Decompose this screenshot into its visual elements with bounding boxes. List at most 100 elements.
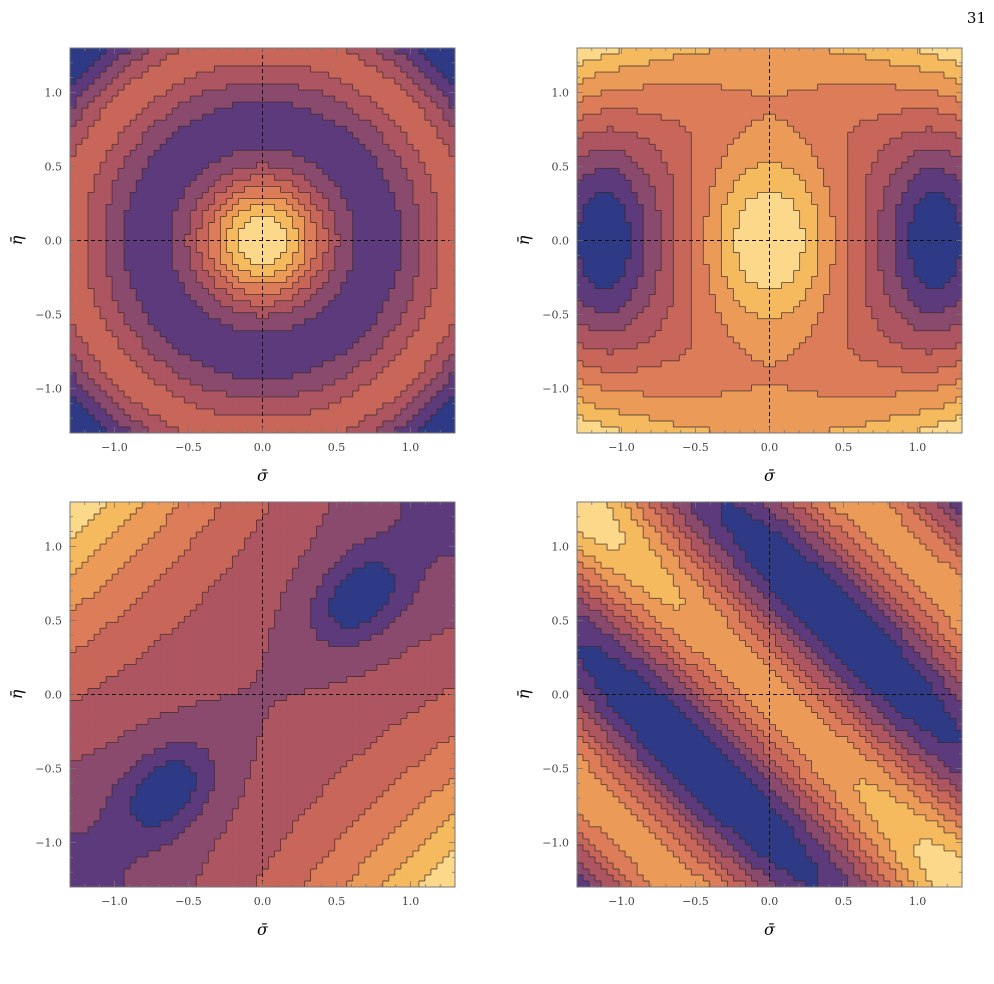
contour-cell bbox=[190, 337, 197, 344]
contour-cell bbox=[377, 222, 384, 229]
contour-cell bbox=[395, 102, 402, 109]
contour-cell bbox=[148, 174, 155, 181]
contour-cell bbox=[263, 72, 270, 79]
contour-cell bbox=[383, 192, 390, 199]
contour-cell bbox=[250, 108, 257, 115]
contour-cell bbox=[148, 421, 155, 428]
contour-cell bbox=[782, 72, 789, 79]
contour-cell bbox=[238, 168, 245, 175]
contour-cell bbox=[311, 90, 318, 97]
contour-cell bbox=[757, 102, 764, 109]
contour-cell bbox=[172, 415, 179, 422]
contour-cell bbox=[443, 84, 450, 91]
contour-cell bbox=[595, 84, 602, 91]
contour-cell bbox=[88, 102, 95, 109]
contour-cell bbox=[142, 138, 149, 145]
contour-cell bbox=[401, 325, 408, 332]
contour-cell bbox=[341, 150, 348, 157]
contour-cell bbox=[377, 186, 384, 193]
contour-cell bbox=[136, 241, 143, 248]
contour-cell bbox=[359, 253, 366, 260]
contour-cell bbox=[353, 78, 360, 85]
contour-cell bbox=[431, 415, 438, 422]
contour-cell bbox=[419, 228, 426, 235]
contour-cell bbox=[383, 421, 390, 428]
contour-cell bbox=[76, 192, 83, 199]
contour-cell bbox=[425, 138, 432, 145]
contour-cell bbox=[359, 409, 366, 416]
contour-cell bbox=[238, 138, 245, 145]
contour-cell bbox=[118, 90, 125, 97]
contour-cell bbox=[431, 385, 438, 392]
contour-cell bbox=[136, 228, 143, 235]
contour-cell bbox=[733, 108, 740, 115]
contour-cell bbox=[118, 204, 125, 211]
contour-cell bbox=[263, 397, 270, 404]
contour-cell bbox=[94, 132, 101, 139]
contour-cell bbox=[70, 337, 77, 344]
contour-cell bbox=[589, 48, 596, 55]
contour-cell bbox=[329, 361, 336, 368]
contour-cell bbox=[88, 228, 95, 235]
contour-cell bbox=[890, 54, 897, 61]
contour-cell bbox=[238, 228, 245, 235]
contour-cell bbox=[160, 186, 167, 193]
contour-cell bbox=[281, 138, 288, 145]
contour-cell bbox=[359, 192, 366, 199]
contour-cell bbox=[293, 216, 300, 223]
contour-cell bbox=[166, 289, 173, 296]
contour-cell bbox=[794, 54, 801, 61]
contour-cell bbox=[401, 379, 408, 386]
contour-cell bbox=[118, 138, 125, 145]
contour-cell bbox=[250, 120, 257, 127]
contour-cell bbox=[178, 114, 185, 121]
contour-cell bbox=[353, 307, 360, 314]
contour-cell bbox=[335, 54, 342, 61]
contour-cell bbox=[100, 355, 107, 362]
contour-cell bbox=[94, 138, 101, 145]
contour-cell bbox=[112, 216, 119, 223]
contour-cell bbox=[751, 84, 758, 91]
contour-cell bbox=[238, 90, 245, 97]
contour-cell bbox=[890, 66, 897, 73]
contour-cell bbox=[281, 126, 288, 133]
contour-cell bbox=[287, 241, 294, 248]
contour-cell bbox=[788, 66, 795, 73]
contour-cell bbox=[329, 108, 336, 115]
contour-cell bbox=[365, 222, 372, 229]
contour-cell bbox=[226, 186, 233, 193]
contour-cell bbox=[208, 114, 215, 121]
contour-cell bbox=[932, 114, 939, 121]
contour-cell bbox=[232, 216, 239, 223]
contour-cell bbox=[202, 96, 209, 103]
contour-cell bbox=[124, 102, 131, 109]
contour-cell bbox=[383, 343, 390, 350]
contour-cell bbox=[365, 168, 372, 175]
contour-cell bbox=[250, 361, 257, 368]
contour-cell bbox=[443, 367, 450, 374]
contour-cell bbox=[733, 60, 740, 67]
contour-cell bbox=[154, 367, 161, 374]
contour-cell bbox=[172, 66, 179, 73]
contour-cell bbox=[383, 216, 390, 223]
contour-cell bbox=[275, 114, 282, 121]
contour-cell bbox=[824, 54, 831, 61]
contour-cell bbox=[305, 271, 312, 278]
contour-cell bbox=[377, 265, 384, 272]
contour-cell bbox=[148, 337, 155, 344]
contour-cell bbox=[172, 355, 179, 362]
contour-cell bbox=[287, 126, 294, 133]
contour-cell bbox=[281, 48, 288, 55]
contour-cell bbox=[214, 54, 221, 61]
contour-cell bbox=[232, 331, 239, 338]
contour-cell bbox=[836, 108, 843, 115]
contour-cell bbox=[649, 102, 656, 109]
contour-cell bbox=[335, 138, 342, 145]
contour-cell bbox=[383, 60, 390, 67]
contour-cell bbox=[419, 325, 426, 332]
contour-cell bbox=[437, 265, 444, 272]
contour-cell bbox=[142, 241, 149, 248]
contour-cell bbox=[401, 319, 408, 326]
contour-cell bbox=[196, 78, 203, 85]
contour-cell bbox=[244, 331, 251, 338]
